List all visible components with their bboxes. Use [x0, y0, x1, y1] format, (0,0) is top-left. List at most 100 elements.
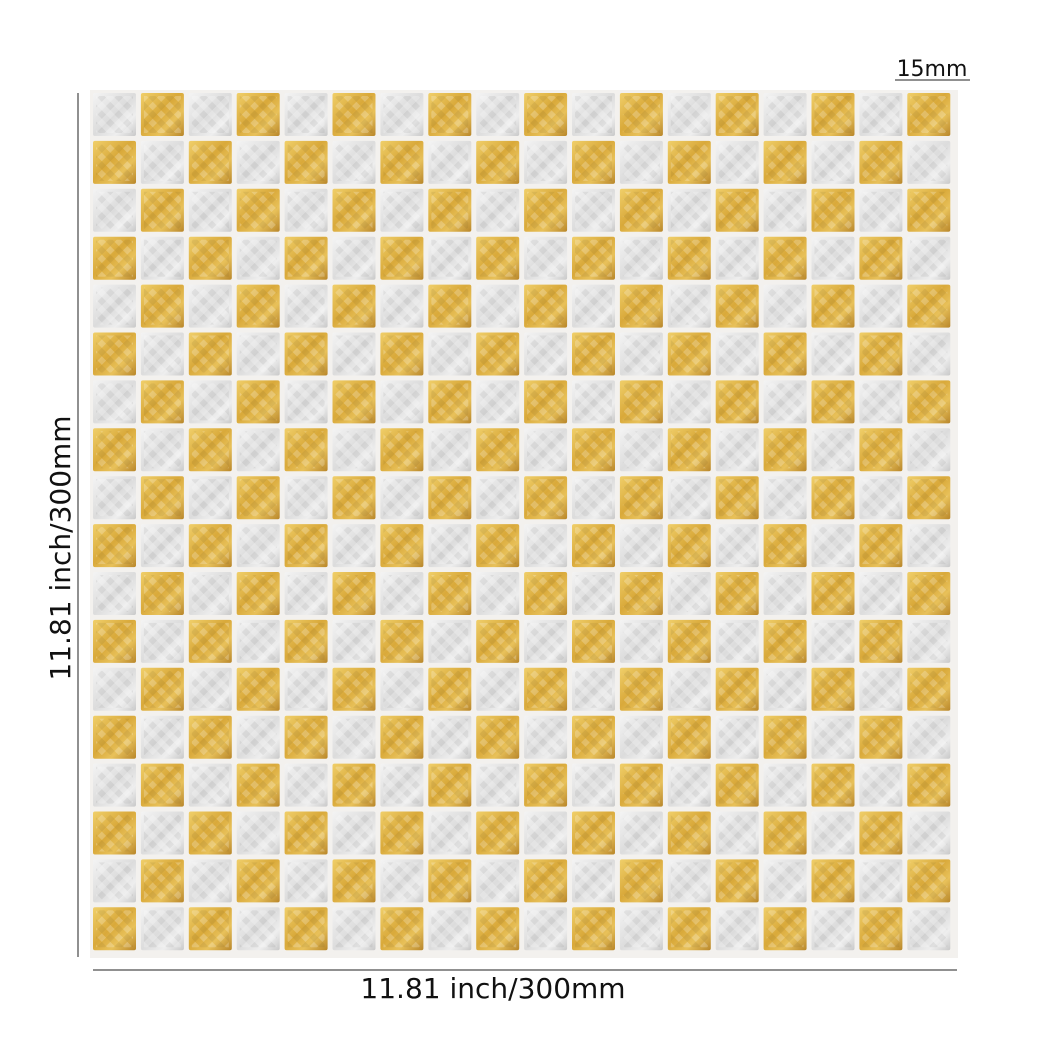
tile-facets	[670, 670, 708, 708]
tile-facets	[814, 335, 852, 373]
tile-facets	[622, 670, 660, 708]
tile-facets	[335, 239, 373, 277]
tile-facets	[287, 96, 325, 133]
tile-facets	[622, 766, 660, 804]
tile-facets	[910, 670, 948, 708]
tile-facets	[239, 766, 277, 804]
tile-facets	[431, 670, 469, 708]
tile-facets	[431, 335, 469, 373]
tile-facets	[910, 622, 948, 660]
tile-facets	[862, 479, 900, 517]
tile-facets	[96, 191, 133, 229]
tile-facets	[191, 239, 229, 277]
tile-facets	[191, 287, 229, 325]
tile-grid	[93, 93, 951, 951]
tile-facets	[96, 575, 133, 612]
tile-facets	[479, 575, 517, 612]
tile-facets	[287, 431, 325, 469]
tile-facets	[287, 479, 325, 517]
tile-facets	[910, 143, 948, 181]
tile-facets	[96, 143, 133, 181]
tile-facets	[862, 383, 900, 421]
tile-facets	[335, 431, 373, 469]
tile-facets	[96, 527, 133, 565]
tile-facets	[766, 239, 804, 277]
tile-facets	[575, 335, 612, 373]
tile-facets	[287, 335, 325, 373]
tile-facets	[718, 335, 756, 373]
tile-facets	[383, 96, 421, 133]
tile-facets	[910, 431, 948, 469]
tile-facets	[335, 479, 373, 517]
tile-facets	[718, 287, 756, 325]
tile-facets	[766, 718, 804, 756]
tile-facets	[862, 814, 900, 852]
tile-facets	[622, 335, 660, 373]
tile-facets	[527, 670, 565, 708]
tile-facets	[766, 335, 804, 373]
tile-facets	[670, 622, 708, 660]
tile-facets	[910, 239, 948, 277]
tile-facets	[814, 670, 852, 708]
tile-facets	[191, 622, 229, 660]
tile-facets	[527, 718, 565, 756]
tile-facets	[479, 335, 517, 373]
tile-facets	[862, 431, 900, 469]
tile-facets	[335, 766, 373, 804]
tile-facets	[239, 670, 277, 708]
tile-facets	[527, 814, 565, 852]
tile-facets	[718, 143, 756, 181]
tile-facets	[814, 766, 852, 804]
tile-facets	[335, 143, 373, 181]
tile-facets	[814, 239, 852, 277]
tile-facets	[575, 239, 612, 277]
tile-facets	[143, 814, 181, 852]
tile-facets	[143, 575, 181, 612]
tile-facets	[766, 383, 804, 421]
tile-facets	[575, 622, 612, 660]
tile-facets	[814, 431, 852, 469]
tile-facets	[766, 96, 804, 133]
tile-facets	[718, 622, 756, 660]
tile-facets	[383, 191, 421, 229]
tile-facets	[191, 718, 229, 756]
tile-size-label: 15mm	[897, 57, 968, 82]
tile-facets	[287, 143, 325, 181]
tile-facets	[239, 191, 277, 229]
height-label: 11.81 inch/300mm	[44, 415, 77, 680]
tile-facets	[862, 143, 900, 181]
tile-facets	[718, 191, 756, 229]
tile-facets	[479, 431, 517, 469]
tile-facets	[239, 287, 277, 325]
tile-facets	[383, 335, 421, 373]
tile-facets	[862, 766, 900, 804]
tile-facets	[622, 622, 660, 660]
tile-facets	[910, 335, 948, 373]
tile-facets	[575, 431, 612, 469]
tile-facets	[575, 766, 612, 804]
tile-facets	[718, 431, 756, 469]
tile-facets	[862, 96, 900, 133]
tile-facets	[527, 287, 565, 325]
tile-facets	[622, 862, 660, 900]
tile-facets	[527, 479, 565, 517]
tile-facets	[814, 96, 852, 133]
tile-facets	[766, 862, 804, 900]
tile-facets	[96, 479, 133, 517]
tile-facets	[96, 670, 133, 708]
tile-facets	[143, 383, 181, 421]
tile-facets	[335, 191, 373, 229]
tile-facets	[143, 143, 181, 181]
tile-facets	[718, 718, 756, 756]
tile-facets	[431, 431, 469, 469]
tile-facets	[383, 862, 421, 900]
tile-facets	[431, 718, 469, 756]
tile-facets	[670, 766, 708, 804]
tile-facets	[527, 383, 565, 421]
tile-facets	[670, 383, 708, 421]
tile-facets	[575, 287, 612, 325]
tile-facets	[431, 862, 469, 900]
tile-facets	[479, 191, 517, 229]
tile-facets	[383, 670, 421, 708]
